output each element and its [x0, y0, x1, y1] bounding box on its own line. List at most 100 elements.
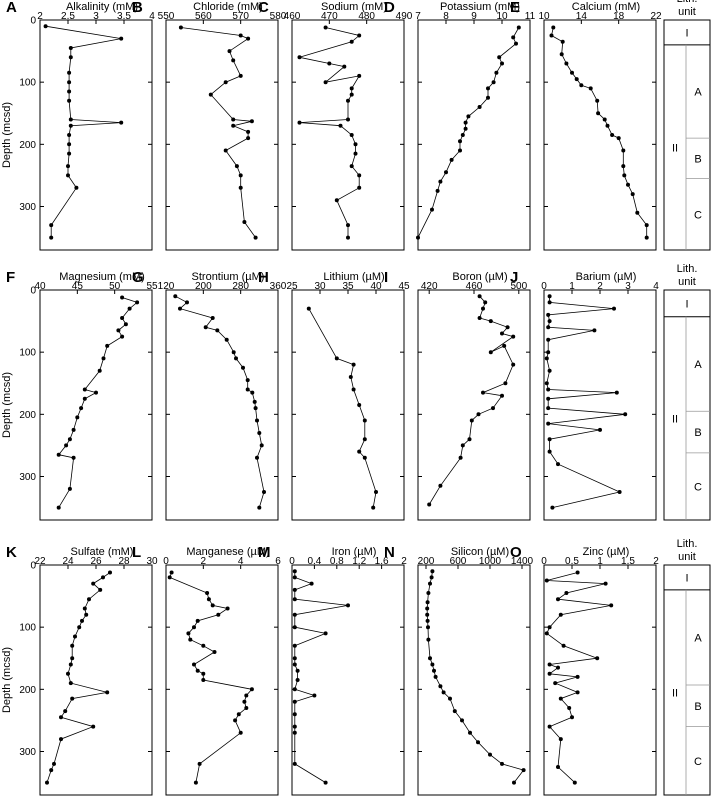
data-point: [67, 142, 72, 147]
data-point: [56, 452, 61, 457]
x-tick-label: 7: [415, 11, 421, 22]
data-point: [463, 126, 468, 131]
panel-h: H Lithium (µM) 25 30 35 40 45: [258, 269, 410, 521]
data-point: [433, 674, 438, 679]
data-point: [253, 235, 258, 240]
data-point: [338, 123, 343, 128]
data-point: [546, 337, 551, 342]
x-tick-label: 500: [510, 281, 527, 292]
x-tick-label: 420: [421, 281, 438, 292]
x-tick-label: 3: [93, 11, 99, 22]
data-point: [116, 328, 121, 333]
data-point: [346, 603, 350, 608]
data-point: [297, 120, 302, 125]
y-tick-label: 0: [30, 286, 36, 297]
y-tick-label: 0: [30, 16, 36, 27]
x-tick-label: 1400: [511, 556, 534, 567]
series-line: [417, 27, 520, 238]
data-point: [169, 570, 174, 575]
data-point: [488, 319, 493, 324]
x-tick-label: 0.8: [330, 556, 344, 567]
panel-f: F Magnesium (mM) 40 45 50 55 0 100 200 300: [6, 269, 158, 521]
data-point: [56, 505, 61, 510]
data-point: [547, 625, 552, 630]
data-point: [210, 603, 215, 608]
data-point: [458, 455, 463, 460]
data-point: [560, 39, 565, 44]
data-point: [312, 693, 317, 698]
data-point: [558, 696, 563, 701]
data-point: [241, 365, 245, 370]
data-point: [346, 235, 350, 240]
data-point: [295, 668, 300, 673]
data-point: [458, 148, 462, 153]
data-point: [546, 421, 551, 426]
plot-frame: [165, 289, 279, 521]
x-tick-label: 28: [118, 556, 130, 567]
data-point: [511, 334, 516, 339]
series-line: [57, 297, 138, 508]
data-point: [547, 449, 552, 454]
data-point: [556, 597, 560, 602]
unit-label: II: [672, 687, 678, 699]
lith-header: Lith.: [677, 263, 698, 275]
y-tick-label: 0: [30, 561, 36, 572]
data-point: [428, 581, 432, 586]
data-point: [588, 86, 593, 91]
data-point: [362, 437, 367, 442]
data-point: [349, 133, 354, 137]
x-tick-label: 0: [541, 281, 547, 292]
data-point: [617, 490, 622, 494]
data-point: [186, 631, 191, 636]
panel-letter: A: [6, 0, 17, 16]
data-point: [135, 300, 140, 305]
data-point: [438, 684, 443, 689]
data-point: [101, 575, 105, 580]
data-point: [602, 117, 607, 122]
data-point: [468, 730, 472, 735]
data-point: [292, 761, 297, 766]
data-point: [546, 406, 551, 411]
x-tick-label: 24: [62, 556, 74, 567]
x-tick-label: 22: [650, 11, 662, 22]
data-point: [238, 73, 243, 78]
panel-e: E Calcium (mM) 10 14 18 22: [510, 0, 662, 251]
data-point: [488, 350, 493, 355]
data-point: [257, 505, 262, 510]
data-point: [49, 768, 54, 773]
x-tick-label: 1.5: [621, 556, 635, 567]
x-tick-label: 460: [284, 11, 301, 22]
data-point: [488, 752, 492, 757]
data-point: [574, 77, 579, 82]
data-point: [231, 123, 236, 128]
plot-frame: [39, 289, 153, 521]
panel-letter: E: [510, 0, 520, 16]
data-point: [292, 730, 297, 735]
data-point: [546, 312, 551, 317]
y-tick-label: 100: [19, 78, 36, 89]
data-point: [544, 356, 549, 361]
data-point: [246, 136, 251, 141]
data-point: [595, 98, 600, 103]
data-point: [74, 185, 79, 190]
data-point: [295, 678, 300, 682]
series-line: [180, 27, 256, 238]
data-point: [452, 709, 457, 714]
data-point: [120, 316, 125, 320]
x-tick-label: 360: [270, 281, 287, 292]
data-point: [559, 52, 564, 57]
data-point: [483, 300, 488, 305]
data-point: [292, 625, 297, 630]
panel-title: Sulfate (mM): [71, 546, 134, 558]
panel-o: O Zinc (µM) 0 0.5 1 1.5 2: [510, 544, 659, 796]
data-point: [231, 350, 236, 355]
panel-title: Strontium (µM): [192, 271, 265, 283]
y-tick-label: 300: [19, 472, 36, 483]
data-point: [292, 662, 297, 667]
panel-i: I Boron (µM) 420 460 500: [384, 269, 531, 521]
data-point: [547, 662, 552, 667]
x-tick-label: 3.5: [117, 11, 131, 22]
data-point: [67, 133, 72, 137]
